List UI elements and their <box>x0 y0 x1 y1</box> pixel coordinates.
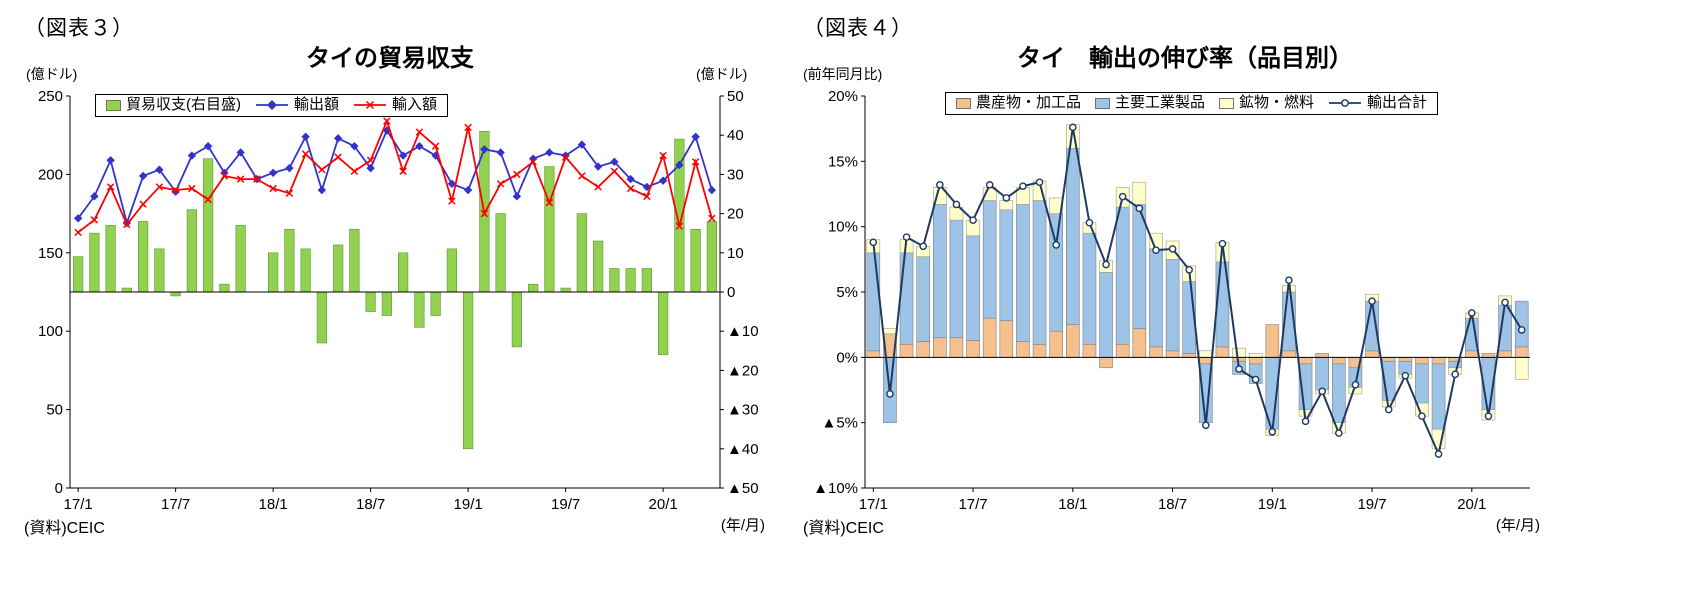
svg-text:100: 100 <box>38 323 63 340</box>
svg-text:▲30: ▲30 <box>727 402 759 419</box>
industry-swatch-icon <box>1095 97 1110 109</box>
svg-text:▲40: ▲40 <box>727 441 759 458</box>
export-growth-stacked-bars <box>866 124 1529 450</box>
svg-text:18/7: 18/7 <box>356 496 385 513</box>
figure4-y-axis-unit: (前年同月比) <box>803 66 883 82</box>
svg-text:19/1: 19/1 <box>454 496 483 513</box>
fig3-legend: 貿易収支(右目盛) 輸出額 輸入額 <box>95 94 449 117</box>
svg-text:20/1: 20/1 <box>649 496 678 513</box>
svg-text:▲10%: ▲10% <box>813 480 858 497</box>
svg-text:20/1: 20/1 <box>1457 496 1486 513</box>
svg-text:200: 200 <box>38 166 63 183</box>
imports-line <box>74 117 716 237</box>
figure3-title: タイの貿易収支 <box>306 45 474 72</box>
svg-text:0: 0 <box>55 480 63 497</box>
legend-label-imports: 輸入額 <box>392 96 438 113</box>
svg-text:0%: 0% <box>836 349 858 366</box>
svg-text:10%: 10% <box>828 219 858 236</box>
total-exports-line-key-icon <box>1329 99 1362 108</box>
svg-text:17/1: 17/1 <box>64 496 93 513</box>
legend-item-imports: 輸入額 <box>353 96 438 114</box>
figure3-source: (資料)CEIC <box>24 520 105 537</box>
svg-text:250: 250 <box>38 88 63 105</box>
figure3-left-axis-unit: (億ドル) <box>26 66 78 82</box>
legend-item-minerals: 鉱物・燃料 <box>1219 94 1315 112</box>
legend-item-industry: 主要工業製品 <box>1095 94 1206 112</box>
fig4-legend: 農産物・加工品 主要工業製品 鉱物・燃料 輸出合計 <box>945 92 1439 115</box>
legend-label-agri: 農産物・加工品 <box>976 94 1082 111</box>
figure4-source: (資料)CEIC <box>803 520 884 537</box>
legend-label-total-exports: 輸出合計 <box>1367 94 1428 111</box>
figure3-panel: （図表３） タイの貿易収支 (億ドル) (億ドル) 0 50 100 150 200 25… <box>10 6 770 606</box>
figure4-panel: （図表４） タイ 輸出の伸び率（品目別） (前年同月比) 20% 15% 10% 5%… <box>795 6 1575 606</box>
svg-text:18/7: 18/7 <box>1158 496 1187 513</box>
fig4-plot: 20% 15% 10% 5% 0% ▲5% ▲10%17/1 17/7 18/1 18/7 19/1… <box>813 88 1530 513</box>
total-exports-line <box>869 123 1526 458</box>
legend-item-agri: 農産物・加工品 <box>956 94 1082 112</box>
figure3-right-axis-unit: (億ドル) <box>696 66 748 82</box>
agri-swatch-icon <box>956 97 971 109</box>
legend-item-total-exports: 輸出合計 <box>1328 94 1428 112</box>
legend-item-exports: 輸出額 <box>255 96 340 114</box>
fig4-axis-labels: 20% 15% 10% 5% 0% ▲5% ▲10%17/1 17/7 18/1 18/7 19/1… <box>813 88 1486 513</box>
svg-text:18/1: 18/1 <box>259 496 288 513</box>
svg-text:▲50: ▲50 <box>727 480 759 497</box>
svg-text:0: 0 <box>727 284 735 301</box>
svg-text:19/7: 19/7 <box>551 496 580 513</box>
legend-label-industry: 主要工業製品 <box>1115 94 1206 111</box>
svg-text:18/1: 18/1 <box>1058 496 1087 513</box>
figure4-tag: （図表４） <box>803 17 913 40</box>
legend-label-exports: 輸出額 <box>294 96 340 113</box>
svg-text:▲20: ▲20 <box>727 362 759 379</box>
legend-label-trade-balance: 貿易収支(右目盛) <box>126 96 241 113</box>
svg-text:▲10: ▲10 <box>727 323 759 340</box>
svg-text:▲5%: ▲5% <box>821 415 858 432</box>
trade-balance-bars <box>73 130 717 450</box>
figure3-x-axis-unit: (年/月) <box>720 517 765 534</box>
svg-text:17/7: 17/7 <box>161 496 190 513</box>
trade-balance-swatch-icon <box>106 99 121 111</box>
svg-text:50: 50 <box>727 88 744 105</box>
svg-text:5%: 5% <box>836 284 858 301</box>
svg-text:150: 150 <box>38 245 63 262</box>
svg-text:10: 10 <box>727 245 744 262</box>
svg-text:30: 30 <box>727 166 744 183</box>
svg-text:20: 20 <box>727 206 744 223</box>
svg-text:17/7: 17/7 <box>958 496 987 513</box>
legend-item-trade-balance: 貿易収支(右目盛) <box>106 96 241 114</box>
legend-label-minerals: 鉱物・燃料 <box>1239 94 1315 111</box>
svg-text:19/1: 19/1 <box>1258 496 1287 513</box>
svg-text:15%: 15% <box>828 153 858 170</box>
imports-line-key-icon <box>354 101 387 110</box>
figure4-x-axis-unit: (年/月) <box>1495 517 1540 534</box>
svg-text:19/7: 19/7 <box>1357 496 1386 513</box>
figure4-title: タイ 輸出の伸び率（品目別） <box>1017 45 1353 72</box>
svg-text:20%: 20% <box>828 88 858 105</box>
minerals-swatch-icon <box>1219 97 1234 109</box>
figure3-tag: （図表３） <box>24 17 134 40</box>
exports-line-key-icon <box>256 100 288 111</box>
svg-text:50: 50 <box>46 402 63 419</box>
svg-text:17/1: 17/1 <box>859 496 888 513</box>
svg-text:40: 40 <box>727 127 744 144</box>
